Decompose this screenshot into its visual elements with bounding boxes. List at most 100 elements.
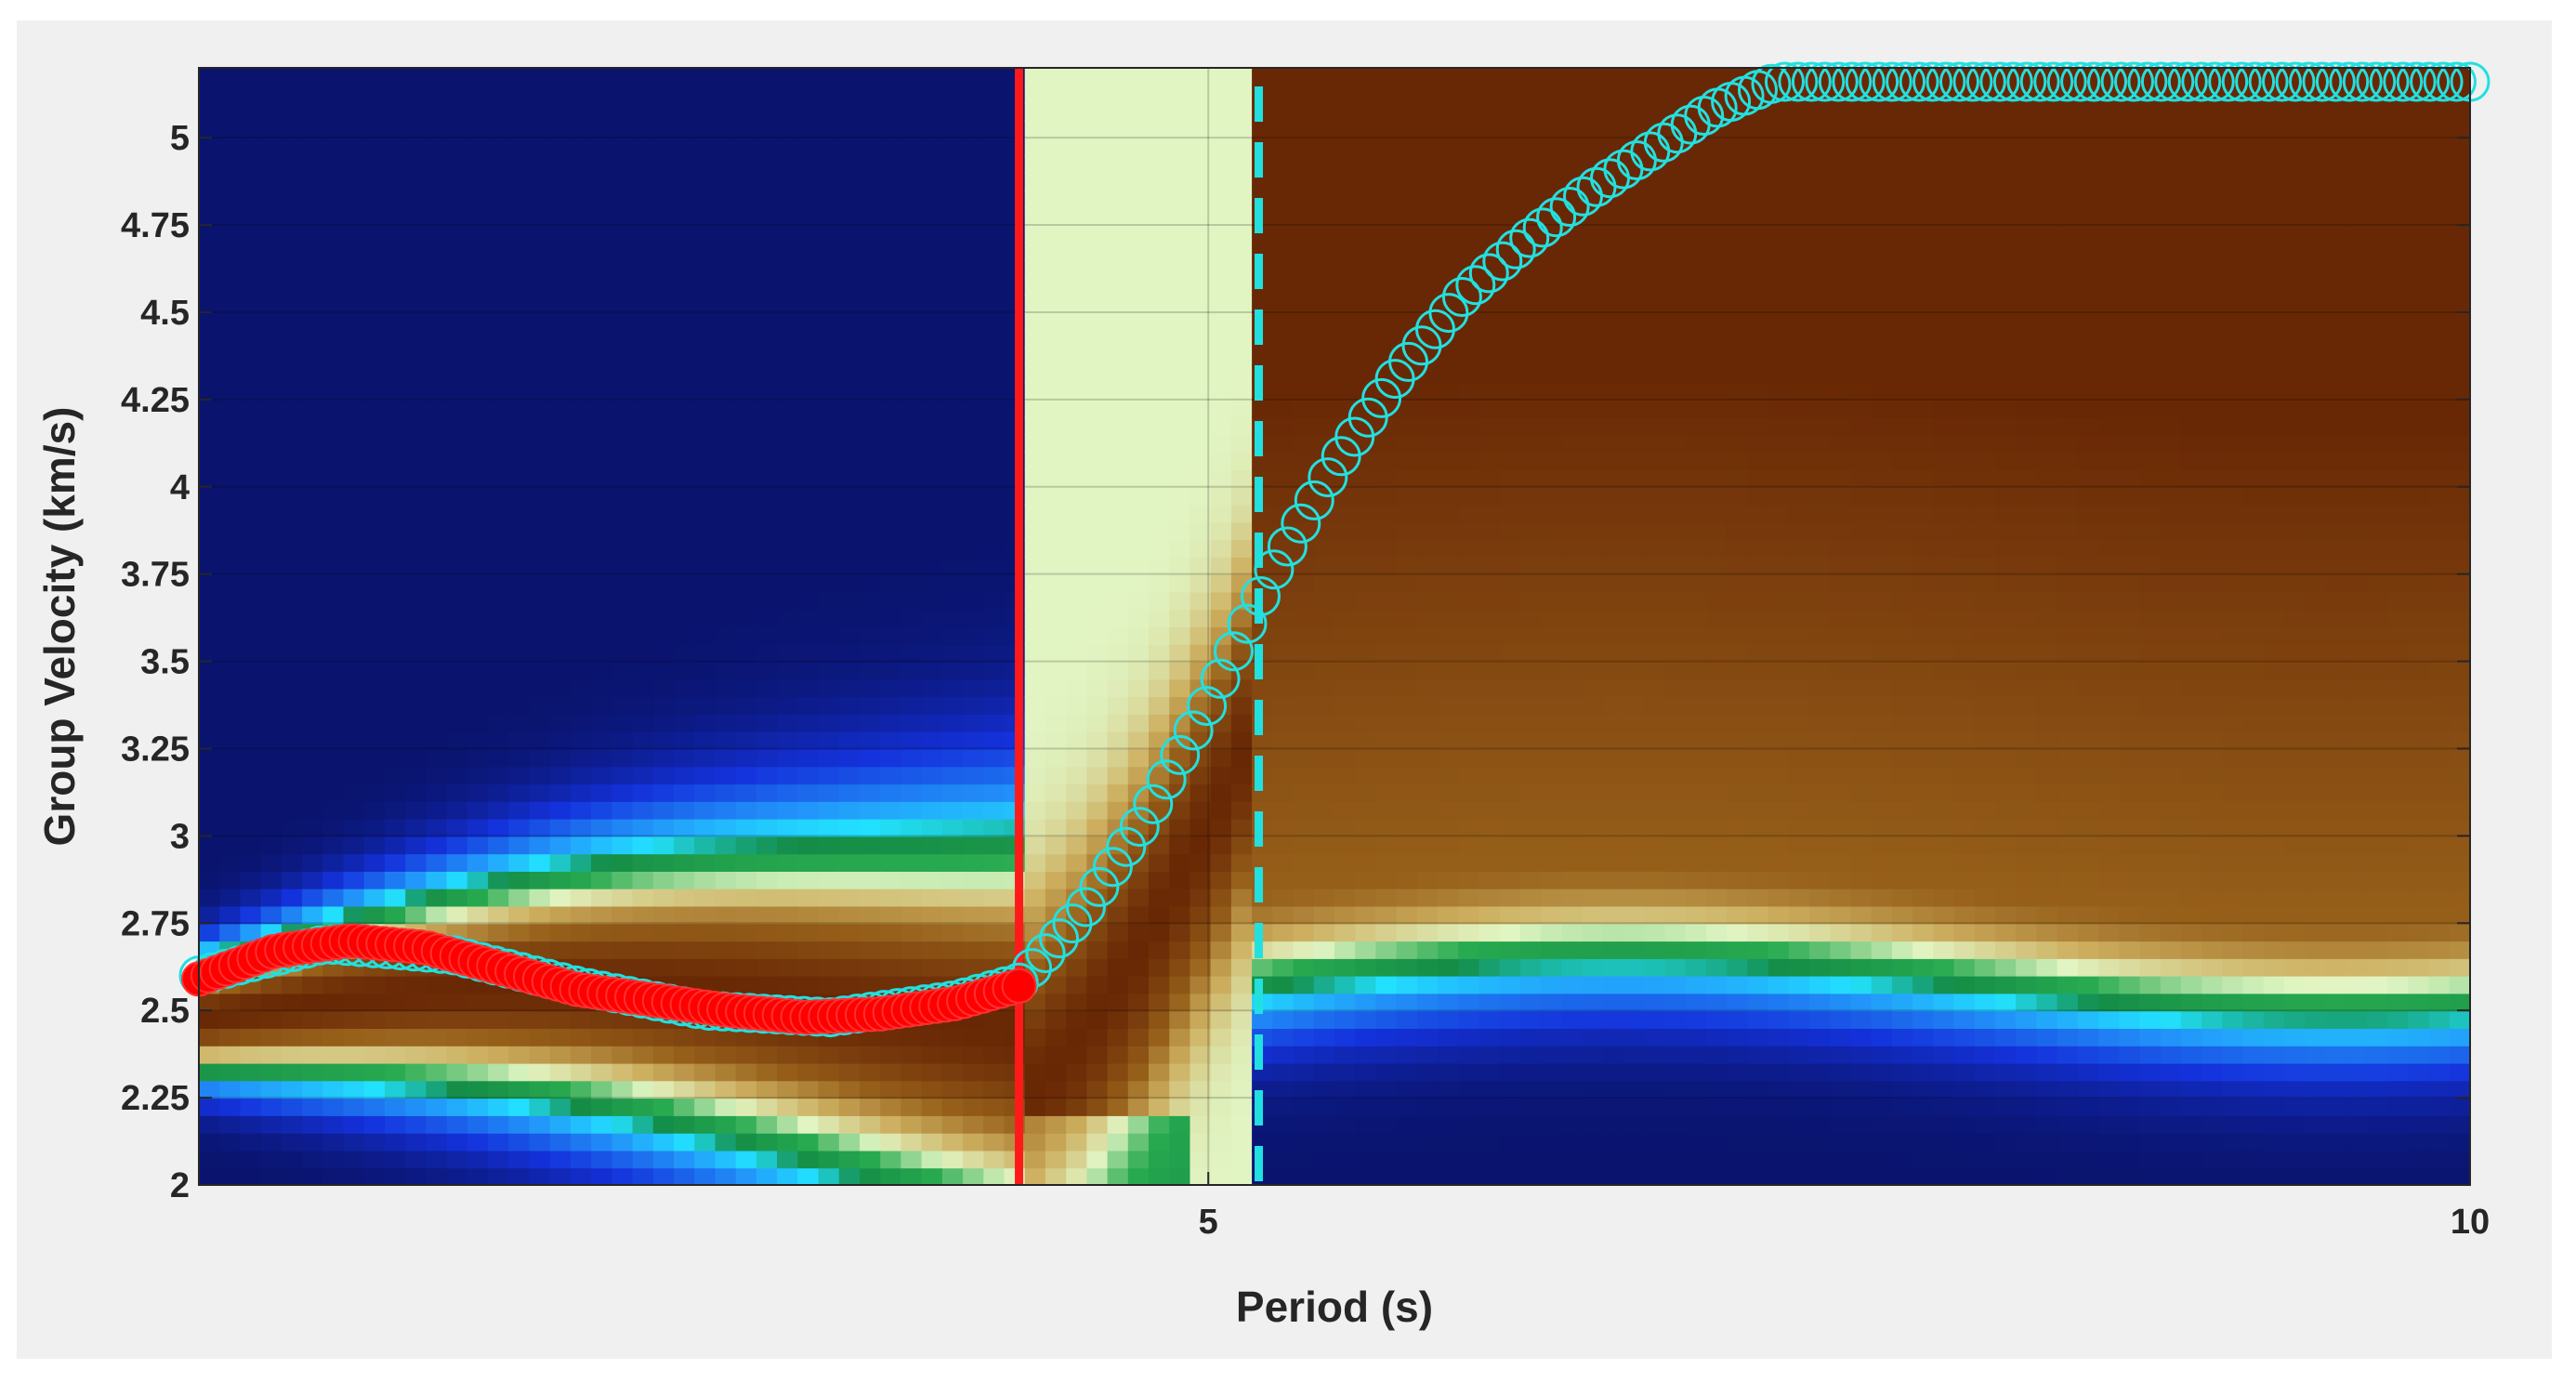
heatmap-cell: [260, 434, 283, 454]
heatmap-cell: [1272, 259, 1295, 279]
heatmap-cell: [756, 1045, 779, 1064]
heatmap-cell: [983, 172, 1005, 191]
heatmap-cell: [363, 102, 386, 122]
heatmap-cell: [652, 870, 675, 889]
heatmap-cell: [611, 68, 634, 86]
heatmap-cell: [549, 329, 572, 349]
heatmap-cell: [838, 870, 861, 889]
heatmap-cell: [260, 836, 283, 855]
heatmap-cell: [1355, 1167, 1377, 1185]
heatmap-cell: [1768, 364, 1790, 384]
heatmap-cell: [1602, 923, 1624, 942]
heatmap-cell: [1664, 888, 1687, 907]
heatmap-cell: [260, 1167, 283, 1185]
heatmap-cell: [343, 138, 365, 156]
heatmap-cell: [549, 730, 572, 750]
heatmap-cell: [1169, 434, 1191, 454]
heatmap-cell: [735, 1098, 757, 1116]
heatmap-cell: [1788, 364, 1810, 384]
heatmap-cell: [756, 68, 779, 86]
heatmap-cell: [529, 207, 551, 226]
heatmap-cell: [611, 818, 634, 837]
heatmap-cell: [1355, 836, 1377, 855]
heatmap-cell: [1499, 120, 1521, 139]
heatmap-cell: [1066, 120, 1088, 139]
heatmap-cell: [1541, 1167, 1563, 1185]
heatmap-cell: [921, 102, 943, 122]
heatmap-cell: [797, 748, 820, 768]
heatmap-cell: [1582, 678, 1604, 698]
heatmap-cell: [1768, 382, 1790, 401]
heatmap-cell: [611, 1045, 634, 1064]
heatmap-cell: [611, 661, 634, 680]
heatmap-cell: [1602, 1114, 1624, 1134]
heatmap-cell: [529, 1010, 551, 1029]
heatmap-cell: [860, 836, 882, 855]
heatmap-cell: [302, 1114, 324, 1134]
heatmap-cell: [715, 452, 737, 470]
heatmap-cell: [1334, 120, 1357, 139]
heatmap-cell: [632, 242, 654, 261]
heatmap-cell: [880, 399, 902, 418]
heatmap-cell: [1664, 556, 1687, 575]
heatmap-cell: [260, 416, 283, 436]
heatmap-cell: [777, 836, 799, 855]
heatmap-cell: [302, 818, 324, 837]
heatmap-cell: [1541, 295, 1563, 313]
heatmap-cell: [1458, 1028, 1480, 1046]
heatmap-cell: [1313, 190, 1335, 209]
heatmap-cell: [1396, 573, 1418, 593]
heatmap-cell: [1623, 993, 1646, 1012]
heatmap-cell: [1045, 539, 1068, 558]
heatmap-cell: [549, 1150, 572, 1169]
heatmap-cell: [1107, 1150, 1129, 1169]
heatmap-cell: [1355, 1045, 1377, 1064]
heatmap-cell: [508, 172, 531, 191]
heatmap-cell: [674, 661, 696, 680]
heatmap-cell: [426, 730, 448, 750]
heatmap-cell: [1396, 120, 1418, 139]
heatmap-cell: [1747, 1080, 1769, 1099]
heatmap-cell: [1705, 678, 1728, 698]
heatmap-cell: [838, 713, 861, 732]
heatmap-cell: [260, 68, 283, 86]
heatmap-cell: [694, 172, 716, 191]
heatmap-cell: [797, 730, 820, 750]
heatmap-cell: [1541, 853, 1563, 872]
heatmap-cell: [1768, 748, 1790, 768]
heatmap-cell: [1747, 993, 1769, 1012]
heatmap-cell: [1313, 853, 1335, 872]
heatmap-cell: [1727, 836, 1749, 855]
heatmap-cell: [199, 277, 221, 296]
heatmap-cell: [900, 800, 923, 820]
heatmap-cell: [1107, 68, 1129, 86]
heatmap-cell: [302, 766, 324, 785]
heatmap-cell: [900, 486, 923, 506]
heatmap-cell: [1169, 102, 1191, 122]
heatmap-cell: [1438, 259, 1460, 279]
heatmap-cell: [1149, 85, 1171, 104]
heatmap-cell: [1149, 1045, 1171, 1064]
heatmap-cell: [1499, 311, 1521, 331]
heatmap-cell: [1169, 696, 1191, 715]
heatmap-cell: [715, 643, 737, 663]
heatmap-cell: [1272, 923, 1295, 942]
heatmap-cell: [405, 1045, 427, 1064]
heatmap-cell: [674, 783, 696, 802]
heatmap-cell: [1479, 783, 1501, 802]
heatmap-cell: [1499, 591, 1521, 611]
heatmap-cell: [363, 626, 386, 645]
heatmap-cell: [363, 1150, 386, 1169]
heatmap-cell: [694, 888, 716, 907]
heatmap-cell: [426, 573, 448, 593]
heatmap-cell: [1768, 311, 1790, 331]
heatmap-cell: [240, 434, 262, 454]
heatmap-cell: [1747, 225, 1769, 243]
heatmap-cell: [1107, 1080, 1129, 1099]
heatmap-cell: [1396, 853, 1418, 872]
heatmap-cell: [302, 469, 324, 488]
heatmap-cell: [1230, 452, 1254, 470]
heatmap-cell: [735, 853, 757, 872]
heatmap-cell: [343, 643, 365, 663]
heatmap-cell: [1582, 68, 1604, 86]
